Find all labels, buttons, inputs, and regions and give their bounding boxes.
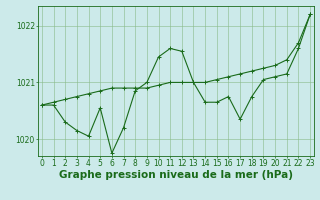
X-axis label: Graphe pression niveau de la mer (hPa): Graphe pression niveau de la mer (hPa) — [59, 170, 293, 180]
